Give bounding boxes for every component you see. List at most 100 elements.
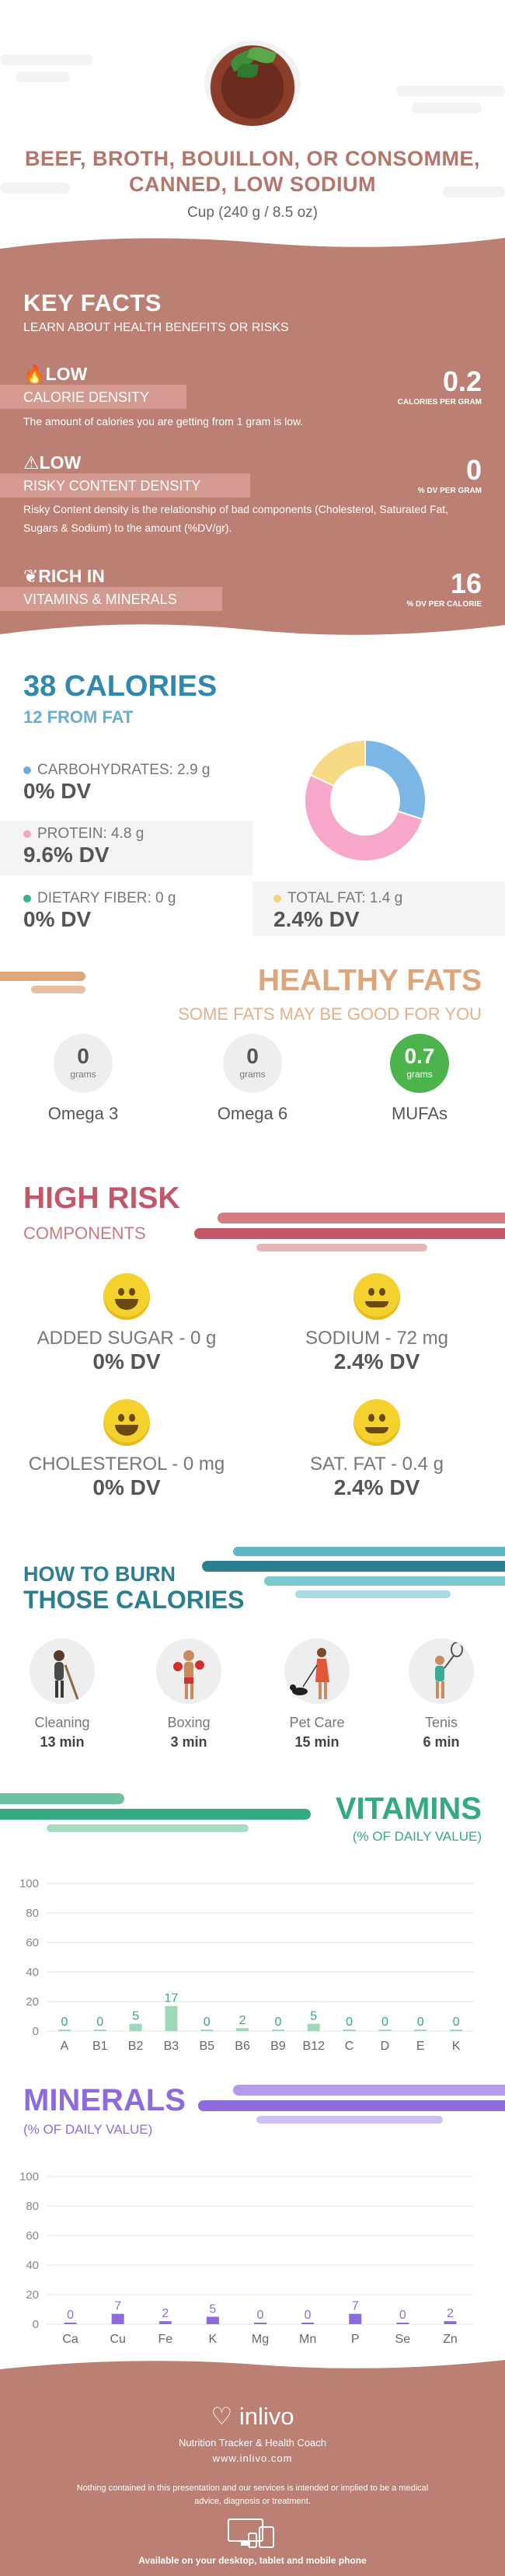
bar-k [206, 2316, 219, 2324]
decor-cloud [443, 187, 505, 197]
y-tick-label: 0 [33, 2318, 39, 2331]
decor-bar [194, 1228, 505, 1239]
vitamins-section: VITAMINS (% OF DAILY VALUE) 100 80 60 40 20 0… [0, 1784, 505, 2072]
bar-b5 [200, 2030, 214, 2031]
high-risk-section: HIGH RISK COMPONENTS ADDED SUGAR - 0 g 0… [0, 1182, 505, 1524]
decor-bar [198, 2100, 505, 2111]
vitamins-title: VITAMINS [335, 1792, 482, 1826]
decor-bar [233, 2085, 505, 2096]
fat-omega3: 0 grams Omega 3 [25, 1034, 141, 1124]
flame-icon: 🔥 [23, 364, 46, 384]
healthy-fats-title: HEALTHY FATS [257, 964, 482, 997]
bar-b6 [236, 2028, 249, 2031]
decor-bar [47, 1824, 249, 1832]
y-tick-label: 60 [26, 1936, 39, 1949]
activity-cleaning: Cleaning 13 min [16, 1639, 109, 1750]
bar-value-label: 5 [209, 2303, 216, 2316]
x-tick-label: Zn [443, 2333, 458, 2346]
decor-bar [0, 1793, 124, 1804]
x-tick-label: K [209, 2333, 218, 2346]
key-facts-section: KEY FACTS LEARN ABOUT HEALTH BENEFITS OR… [0, 249, 505, 622]
fat-omega6: 0 grams Omega 6 [194, 1034, 311, 1124]
decor-bar [295, 1590, 451, 1598]
tenis-icon [409, 1639, 474, 1704]
calorie-density-unit: CALORIES PER GRAM [397, 398, 482, 407]
bar-b1 [93, 2030, 106, 2031]
calorie-density-desc: The amount of calories you are getting f… [23, 415, 304, 428]
x-tick-label: A [61, 2040, 69, 2053]
smile-icon [103, 1273, 150, 1320]
bar-value-label: 0 [274, 2016, 281, 2029]
boxing-icon [156, 1639, 221, 1704]
bar-value-label: 2 [447, 2307, 454, 2320]
brand-tagline: Nutrition Tracker & Health Coach [178, 2437, 327, 2449]
y-tick-label: 60 [26, 2229, 39, 2243]
bar-value-label: 0 [305, 2309, 312, 2322]
burn-title-line2: THOSE CALORIES [23, 1586, 245, 1614]
minerals-bar-chart: 100 80 60 40 20 0 0 Ca 7 Cu 2 Fe 5 K 0 Mg 0 Mn 7 P 0 Se 2 Zn [19, 2170, 474, 2346]
bar-k [450, 2030, 463, 2031]
footer: ♡ inlivo Nutrition Tracker & Health Coac… [0, 2375, 505, 2576]
bar-p [349, 2313, 362, 2324]
y-tick-label: 20 [26, 1995, 39, 2009]
bar-value-label: 0 [257, 2309, 264, 2322]
bar-fe [158, 2321, 172, 2324]
decor-bar [31, 986, 85, 993]
risk-sodium: SODIUM - 72 mg 2.4% DV [264, 1273, 489, 1374]
nutrient-protein: PROTEIN: 4.8 g 9.6% DV [23, 826, 145, 867]
dot-icon [273, 895, 281, 902]
decor-bar [256, 1244, 427, 1251]
dot-icon [23, 830, 31, 838]
calories-section: 38 CALORIES 12 FROM FAT CARBOHYDRATES: 2… [0, 661, 505, 956]
bar-value-label: 2 [162, 2307, 169, 2320]
bar-value-label: 2 [239, 2014, 246, 2027]
heart-icon: ♡ [211, 2403, 233, 2430]
bar-value-label: 0 [381, 2016, 388, 2029]
vitamins-minerals-unit: % DV PER CALORIE [406, 600, 482, 609]
availability-note: Available on your desktop, tablet and mo… [138, 2555, 367, 2566]
activity-boxing: Boxing 3 min [142, 1639, 235, 1750]
minerals-section: MINERALS (% OF DAILY VALUE) 100 80 60 40 20 0… [0, 2083, 505, 2394]
header: BEEF, BROTH, BOUILLON, OR CONSOMME, CANN… [0, 0, 505, 233]
calorie-density-level: 🔥LOW [23, 364, 88, 384]
bar-a [57, 2030, 71, 2031]
x-tick-label: B1 [92, 2040, 108, 2053]
activity-tenis: Tenis 6 min [395, 1639, 488, 1750]
y-tick-label: 100 [19, 2170, 39, 2183]
minerals-subtitle: (% OF DAILY VALUE) [23, 2122, 153, 2137]
decor-bar [202, 1561, 505, 1572]
bar-value-label: 0 [61, 2016, 68, 2029]
nutrient-bg [252, 881, 505, 936]
decor-bar [264, 1576, 505, 1586]
bar-value-label: 7 [352, 2300, 359, 2313]
bar-b3 [165, 2005, 178, 2031]
x-tick-label: Se [395, 2333, 411, 2346]
bar-value-label: 17 [165, 1992, 179, 2005]
risky-density-label: RISKY CONTENT DENSITY [0, 473, 250, 497]
disclaimer: Nothing contained in this presentation a… [76, 2484, 429, 2506]
decor-bar [0, 972, 85, 981]
smile-icon [354, 1273, 400, 1320]
x-tick-label: Mg [252, 2333, 269, 2346]
burn-title-line1: HOW TO BURN [23, 1562, 176, 1586]
donut-slice-total-fat [309, 738, 366, 787]
vitamins-subtitle: (% OF DAILY VALUE) [352, 1829, 482, 1844]
bar-cu [111, 2313, 124, 2324]
burn-calories-section: HOW TO BURN THOSE CALORIES Cleaning 13 m… [0, 1539, 505, 1772]
decor-cloud [16, 72, 70, 82]
x-tick-label: C [345, 2040, 354, 2053]
bar-ca [64, 2323, 77, 2324]
x-tick-label: B6 [235, 2040, 250, 2053]
bar-b12 [307, 2023, 320, 2031]
pet-care-icon [284, 1639, 350, 1704]
risk-added-sugar: ADDED SUGAR - 0 g 0% DV [14, 1273, 239, 1374]
serving-size: Cup (240 g / 8.5 oz) [187, 204, 318, 221]
x-tick-label: B2 [128, 2040, 144, 2053]
brand-logo[interactable]: ♡ inlivo [211, 2403, 294, 2430]
risk-sat-fat: SAT. FAT - 0.4 g 2.4% DV [264, 1399, 489, 1500]
leaf-icon: ❦ [23, 566, 39, 586]
y-tick-label: 80 [26, 1907, 39, 1920]
bar-b9 [271, 2030, 284, 2031]
nutrient-fiber: DIETARY FIBER: 0 g 0% DV [23, 890, 176, 931]
brand-url[interactable]: www.inlivo.com [212, 2452, 293, 2464]
